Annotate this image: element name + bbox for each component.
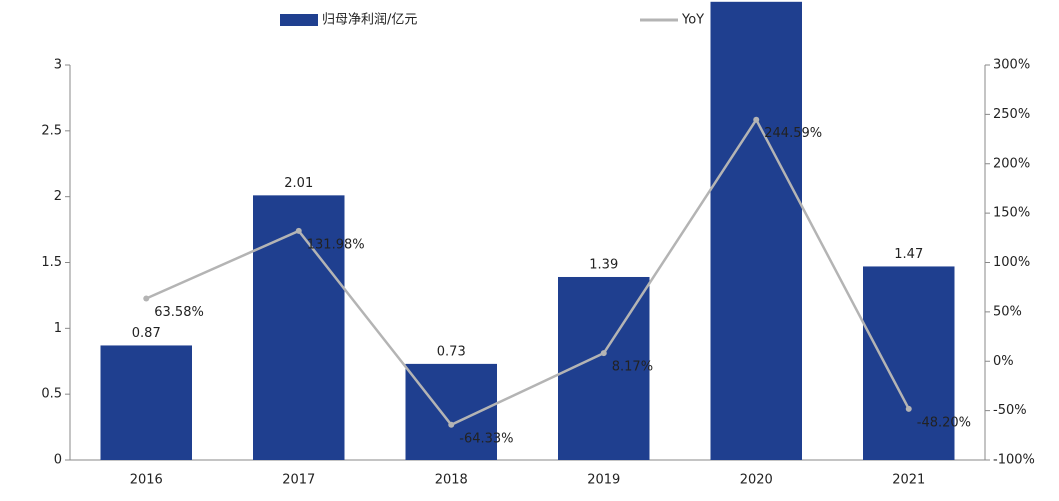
yoy-point bbox=[600, 350, 607, 357]
yoy-point bbox=[448, 421, 455, 428]
bar bbox=[253, 195, 345, 460]
x-tick-label: 2017 bbox=[282, 473, 315, 488]
bar-value-label: 2.01 bbox=[284, 176, 313, 191]
yoy-point bbox=[295, 227, 302, 234]
yoy-value-label: 8.17% bbox=[612, 360, 653, 375]
yoy-value-label: -64.33% bbox=[459, 431, 513, 446]
y2-tick-label: 50% bbox=[993, 304, 1022, 319]
yoy-value-label: 244.59% bbox=[764, 126, 822, 141]
x-tick-label: 2019 bbox=[587, 473, 620, 488]
y-tick-label: 3 bbox=[54, 58, 62, 73]
y2-tick-label: 300% bbox=[993, 58, 1030, 73]
yoy-point bbox=[753, 116, 760, 123]
y2-tick-label: 250% bbox=[993, 107, 1030, 122]
y2-tick-label: 150% bbox=[993, 206, 1030, 221]
bar bbox=[710, 1, 802, 461]
y-tick-label: 1 bbox=[54, 321, 62, 336]
y-tick-label: 1.5 bbox=[41, 255, 62, 270]
bar bbox=[863, 266, 955, 460]
bar-value-label: 1.39 bbox=[589, 257, 618, 272]
yoy-value-label: -48.20% bbox=[917, 415, 971, 430]
bar-value-label: 1.47 bbox=[894, 247, 923, 262]
x-tick-label: 2021 bbox=[892, 473, 925, 488]
y-tick-label: 2 bbox=[54, 189, 62, 204]
bar bbox=[100, 345, 192, 460]
yoy-value-label: 131.98% bbox=[307, 237, 365, 252]
yoy-value-label: 63.58% bbox=[154, 305, 204, 320]
bar-value-label: 0.87 bbox=[132, 326, 161, 341]
legend-label: YoY bbox=[681, 13, 704, 28]
bar-value-label: 0.73 bbox=[437, 344, 466, 359]
y2-tick-label: 200% bbox=[993, 156, 1030, 171]
y-tick-label: 2.5 bbox=[41, 123, 62, 138]
y2-tick-label: -50% bbox=[993, 403, 1027, 418]
legend-swatch bbox=[280, 14, 318, 26]
x-tick-label: 2016 bbox=[130, 473, 163, 488]
y2-tick-label: 100% bbox=[993, 255, 1030, 270]
x-tick-label: 2018 bbox=[435, 473, 468, 488]
y2-tick-label: -100% bbox=[993, 453, 1035, 468]
bar bbox=[405, 363, 497, 460]
legend-label: 归母净利润/亿元 bbox=[322, 13, 417, 28]
y-tick-label: 0.5 bbox=[41, 387, 62, 402]
yoy-point bbox=[905, 405, 912, 412]
y-tick-label: 0 bbox=[54, 453, 62, 468]
yoy-point bbox=[143, 295, 150, 302]
x-tick-label: 2020 bbox=[740, 473, 773, 488]
y2-tick-label: 0% bbox=[993, 354, 1014, 369]
yoy-line bbox=[145, 117, 910, 427]
